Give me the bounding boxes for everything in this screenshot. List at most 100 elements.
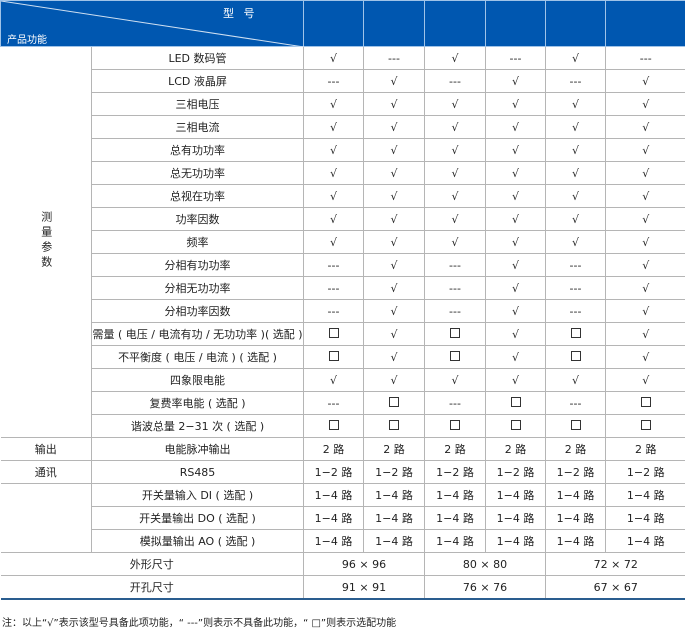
optional-box-icon — [570, 350, 581, 361]
feature-name: 总视在功率 — [91, 184, 304, 208]
optional-box-icon — [328, 350, 339, 361]
feature-name: 复费率电能 ( 选配 ) — [91, 391, 304, 415]
group-label: 通讯 — [0, 460, 92, 484]
feature-value: √ — [424, 92, 486, 116]
diagonal-header-cell: 型 号 产品功能 — [0, 0, 304, 47]
model-column-header — [303, 0, 364, 47]
feature-value: 1−4 路 — [303, 506, 364, 530]
feature-name: 分相有功功率 — [91, 253, 304, 277]
optional-box-icon — [570, 327, 581, 338]
feature-value: √ — [545, 46, 606, 70]
optional-box-icon — [510, 419, 521, 430]
feature-value: 1−4 路 — [303, 529, 364, 553]
feature-value: --- — [303, 299, 364, 323]
feature-value: √ — [363, 138, 425, 162]
feature-name: 电能脉冲输出 — [91, 437, 304, 461]
feature-name: 分相无功功率 — [91, 276, 304, 300]
feature-value: --- — [303, 276, 364, 300]
feature-value: √ — [424, 115, 486, 139]
optional-box-icon — [640, 396, 651, 407]
feature-value: --- — [363, 46, 425, 70]
table-row: 总无功功率 √ √ √ √ √ √ — [1, 161, 685, 185]
feature-value: 1−2 路 — [424, 460, 486, 484]
table-row: 需量 ( 电压 / 电流有功 / 无功功率 )( 选配 ) √ √ √ — [1, 322, 685, 346]
feature-value: √ — [485, 276, 546, 300]
feature-name: 总有功功率 — [91, 138, 304, 162]
feature-value: √ — [605, 69, 685, 93]
feature-value: √ — [363, 161, 425, 185]
feature-value: 2 路 — [605, 437, 685, 461]
feature-value: √ — [363, 276, 425, 300]
feature-value: --- — [545, 276, 606, 300]
feature-value — [303, 414, 364, 438]
size-value: 76 × 76 — [424, 575, 546, 600]
optional-box-icon — [640, 419, 651, 430]
feature-value: --- — [424, 391, 486, 415]
feature-value: √ — [424, 184, 486, 208]
model-column-header — [485, 0, 546, 47]
group-label-text: 通讯 — [34, 466, 57, 479]
feature-name: 三相电流 — [91, 115, 304, 139]
feature-value: --- — [545, 69, 606, 93]
feature-value: √ — [485, 138, 546, 162]
feature-value: --- — [545, 391, 606, 415]
feature-value: √ — [363, 115, 425, 139]
table-row: 不平衡度 ( 电压 / 电流 ) ( 选配 ) √ √ √ — [1, 345, 685, 369]
feature-value: √ — [605, 230, 685, 254]
feature-value: 1−2 路 — [545, 460, 606, 484]
feature-value: --- — [545, 299, 606, 323]
feature-value: √ — [485, 161, 546, 185]
feature-value: 1−4 路 — [303, 483, 364, 507]
feature-name: 分相功率因数 — [91, 299, 304, 323]
product-function-table: 型 号 产品功能 测量参数 LED 数码管 √ --- √ --- √ --- LCD 液晶屏 -… — [0, 0, 685, 600]
feature-value: --- — [424, 253, 486, 277]
feature-value: √ — [605, 92, 685, 116]
feature-value — [363, 391, 425, 415]
feature-value: √ — [363, 92, 425, 116]
feature-value — [545, 345, 606, 369]
feature-value — [485, 414, 546, 438]
feature-value: √ — [363, 368, 425, 392]
feature-name: 谐波总量 2−31 次 ( 选配 ) — [91, 414, 304, 438]
model-column-header — [363, 0, 425, 47]
feature-value: √ — [485, 115, 546, 139]
feature-value — [605, 414, 685, 438]
feature-value: √ — [424, 138, 486, 162]
diagonal-line — [1, 1, 304, 47]
feature-value: √ — [605, 253, 685, 277]
size-value: 91 × 91 — [303, 575, 425, 600]
group-label — [0, 483, 92, 553]
size-value: 72 × 72 — [545, 552, 685, 576]
feature-name: 模拟量输出 AO ( 选配 ) — [91, 529, 304, 553]
function-label: 产品功能 — [7, 35, 47, 46]
feature-value: √ — [303, 230, 364, 254]
feature-value: --- — [303, 391, 364, 415]
feature-value — [424, 345, 486, 369]
size-row: 开孔尺寸 91 × 91 76 × 76 67 × 67 — [0, 575, 685, 600]
optional-box-icon — [450, 350, 460, 361]
table-row: 分相有功功率 --- √ --- √ --- √ — [1, 253, 685, 277]
feature-value: √ — [605, 115, 685, 139]
feature-value: √ — [303, 46, 364, 70]
feature-value: 1−2 路 — [363, 460, 425, 484]
feature-value: 1−2 路 — [485, 460, 546, 484]
table-row: 四象限电能 √ √ √ √ √ √ — [1, 368, 685, 392]
feature-value — [545, 322, 606, 346]
optional-box-icon — [328, 327, 339, 338]
group-label: 测量参数 — [0, 46, 92, 438]
feature-value: √ — [485, 253, 546, 277]
optional-box-icon — [328, 419, 339, 430]
feature-value: 1−2 路 — [303, 460, 364, 484]
feature-value: 1−2 路 — [605, 460, 685, 484]
feature-value: --- — [605, 46, 685, 70]
size-value: 80 × 80 — [424, 552, 546, 576]
feature-value: √ — [363, 345, 425, 369]
feature-value: 1−4 路 — [605, 483, 685, 507]
feature-value: √ — [605, 322, 685, 346]
feature-value: √ — [545, 184, 606, 208]
feature-value — [363, 414, 425, 438]
feature-value: 2 路 — [363, 437, 425, 461]
feature-value: 1−4 路 — [363, 483, 425, 507]
feature-value: √ — [303, 184, 364, 208]
